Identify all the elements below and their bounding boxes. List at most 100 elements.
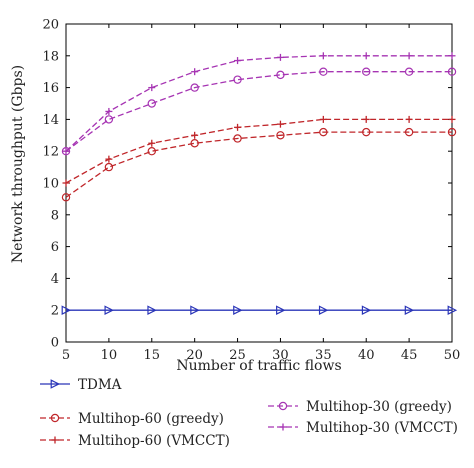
series-1 — [61, 305, 458, 315]
series-2 — [61, 127, 457, 202]
series-line — [65, 118, 452, 184]
data-point — [447, 305, 458, 315]
x-tick-label: 50 — [444, 348, 461, 363]
legend-item: Multihop-30 (VMCCT) — [268, 420, 458, 436]
data-point — [50, 379, 61, 389]
data-point — [148, 139, 156, 147]
data-point — [105, 155, 113, 163]
data-point — [147, 146, 156, 156]
data-point — [147, 305, 157, 315]
y-tick-label: 20 — [42, 18, 59, 33]
data-point — [448, 115, 456, 123]
legend-item: Multihop-60 (VMCCT) — [40, 433, 230, 449]
data-point — [50, 413, 60, 423]
legend-label: Multihop-30 (greedy) — [306, 399, 452, 415]
x-axis: 5 10 15 20 25 30 35 40 45 50 — [62, 24, 460, 363]
data-point — [105, 107, 113, 115]
data-point — [362, 115, 370, 123]
data-point — [319, 52, 327, 60]
y-tick-label: 18 — [42, 49, 59, 64]
legend-item: Multihop-30 (greedy) — [268, 399, 452, 415]
data-point — [191, 131, 199, 139]
data-point — [405, 115, 413, 123]
y-tick-label: 10 — [42, 177, 59, 192]
x-tick-label: 45 — [401, 348, 418, 363]
y-tick-label: 14 — [42, 113, 59, 128]
data-point — [147, 99, 156, 108]
x-tick-label: 15 — [144, 348, 161, 363]
data-point — [104, 162, 114, 172]
y-tick-label: 6 — [51, 240, 59, 255]
data-point — [276, 120, 284, 128]
legend: TDMA Multihop-60 (greedy) Multihop-60 (VMC… — [40, 377, 458, 449]
x-tick-label: 30 — [272, 348, 289, 363]
series-line — [65, 71, 452, 152]
legend-item: TDMA — [40, 377, 122, 393]
data-point — [279, 423, 287, 431]
y-tick-label: 16 — [42, 81, 59, 96]
data-point — [233, 75, 242, 84]
data-point — [104, 305, 115, 315]
legend-label: Multihop-30 (VMCCT) — [306, 420, 458, 436]
data-point — [233, 134, 242, 143]
data-point — [234, 123, 242, 131]
data-point — [62, 179, 70, 187]
data-point — [319, 127, 328, 137]
series-line — [65, 55, 452, 152]
y-tick-label: 0 — [51, 336, 59, 351]
data-point — [362, 52, 370, 60]
series-3 — [62, 115, 456, 187]
data-point — [276, 53, 284, 61]
legend-label: Multihop-60 (greedy) — [78, 411, 224, 427]
data-point — [191, 68, 199, 76]
data-point — [104, 115, 114, 124]
legend-label: TDMA — [78, 377, 122, 393]
data-point — [148, 84, 156, 92]
data-point — [361, 305, 372, 315]
data-point — [318, 305, 329, 315]
data-point — [276, 305, 286, 315]
data-point — [190, 83, 199, 92]
data-point — [362, 67, 371, 76]
x-tick-label: 40 — [358, 348, 375, 363]
y-axis-label: Network throughput (Gbps) — [10, 65, 26, 263]
data-point — [362, 127, 371, 137]
data-point — [61, 305, 72, 315]
x-tick-label: 35 — [315, 348, 332, 363]
series-line — [65, 131, 452, 198]
data-point — [405, 52, 413, 60]
data-point — [404, 305, 415, 315]
legend-label: Multihop-60 (VMCCT) — [78, 433, 230, 449]
series-layer — [61, 52, 458, 315]
x-tick-label: 25 — [229, 348, 246, 363]
x-tick-label: 5 — [62, 348, 70, 363]
data-point — [319, 115, 327, 123]
y-tick-label: 4 — [51, 272, 59, 287]
data-point — [61, 146, 71, 156]
data-point — [404, 127, 414, 137]
data-point — [190, 139, 199, 148]
data-point — [319, 67, 328, 76]
data-point — [447, 127, 457, 137]
data-point — [62, 147, 70, 155]
series-4 — [61, 67, 457, 156]
data-point — [234, 57, 242, 65]
data-point — [233, 305, 243, 315]
y-axis: 0 2 4 6 8 10 12 14 16 18 20 — [42, 18, 452, 351]
data-point — [51, 436, 59, 444]
y-tick-label: 8 — [51, 208, 59, 223]
y-tick-label: 12 — [42, 145, 59, 160]
data-point — [276, 70, 285, 80]
series-5 — [62, 52, 456, 155]
x-tick-label: 10 — [101, 348, 118, 363]
y-tick-label: 2 — [51, 304, 59, 319]
legend-item: Multihop-60 (greedy) — [40, 411, 224, 427]
data-point — [404, 67, 414, 76]
data-point — [190, 305, 200, 315]
x-tick-label: 20 — [186, 348, 203, 363]
data-point — [447, 67, 457, 76]
data-point — [276, 131, 285, 140]
data-point — [61, 193, 71, 202]
x-axis-label: Number of traffic flows — [176, 358, 341, 374]
